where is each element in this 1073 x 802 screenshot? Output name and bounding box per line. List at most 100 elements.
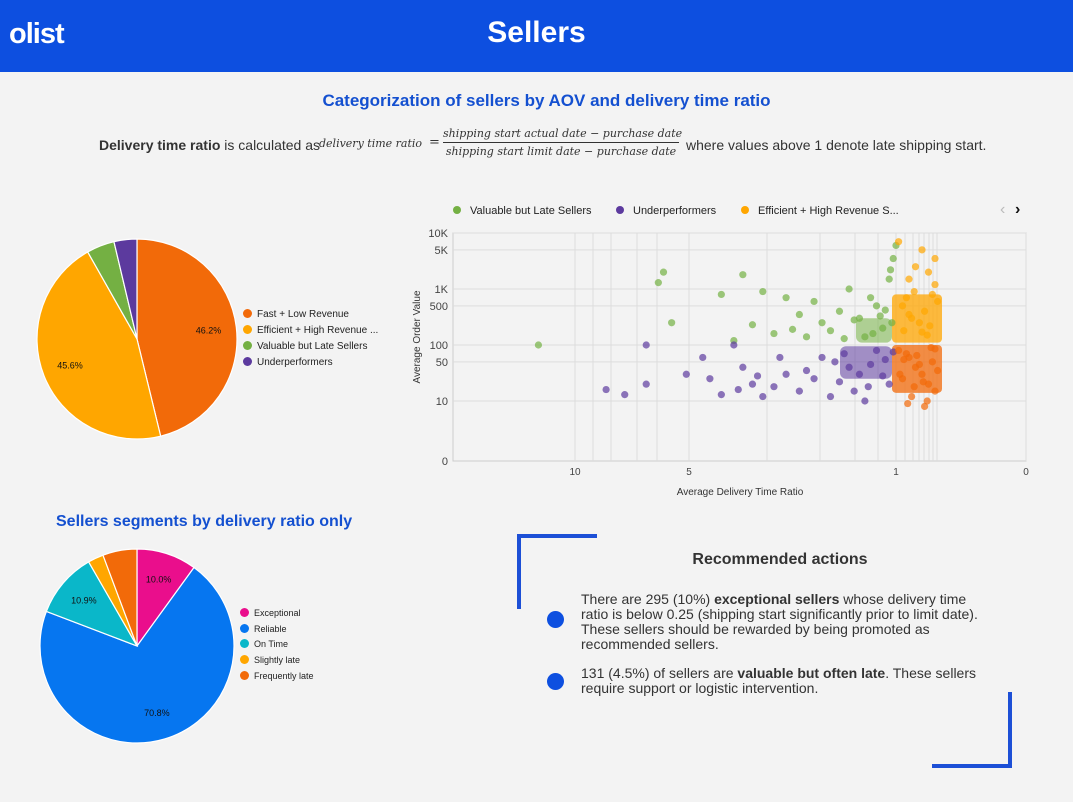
scatter-point[interactable]: [866, 360, 875, 369]
scatter-legend-valuable-late[interactable]: Valuable but Late Sellers: [453, 205, 592, 217]
legend-prev-arrow-icon[interactable]: ‹: [1000, 201, 1006, 218]
pie1-legend-underperformers[interactable]: Underperformers: [243, 357, 333, 368]
scatter-point[interactable]: [895, 238, 903, 246]
scatter-point[interactable]: [934, 366, 942, 375]
scatter-legend-efficient[interactable]: Efficient + High Revenue S...: [741, 205, 899, 217]
scatter-point[interactable]: [876, 312, 884, 320]
scatter-point[interactable]: [831, 358, 839, 366]
scatter-point[interactable]: [885, 275, 893, 283]
scatter-point[interactable]: [734, 385, 742, 394]
scatter-point[interactable]: [921, 402, 929, 411]
scatter-point[interactable]: [900, 355, 908, 364]
scatter-point[interactable]: [621, 391, 629, 399]
scatter-point[interactable]: [931, 387, 939, 395]
scatter-point[interactable]: [795, 310, 803, 319]
scatter-point[interactable]: [699, 353, 707, 362]
scatter-point[interactable]: [717, 391, 725, 399]
scatter-point[interactable]: [931, 345, 939, 353]
scatter-point[interactable]: [923, 397, 931, 405]
scatter-point[interactable]: [902, 294, 910, 302]
seller-category-pie-chart[interactable]: 46.2% 45.6%: [27, 229, 247, 449]
scatter-point[interactable]: [810, 375, 818, 383]
scatter-point[interactable]: [818, 353, 826, 362]
scatter-point[interactable]: [642, 341, 650, 349]
scatter-point[interactable]: [895, 346, 903, 355]
scatter-point[interactable]: [881, 306, 889, 314]
scatter-point[interactable]: [717, 290, 725, 299]
scatter-point[interactable]: [915, 360, 924, 369]
scatter-point[interactable]: [682, 370, 690, 378]
scatter-point[interactable]: [905, 275, 913, 283]
scatter-point[interactable]: [602, 385, 610, 394]
pie1-slice[interactable]: [36, 251, 162, 440]
scatter-point[interactable]: [918, 246, 926, 254]
scatter-point[interactable]: [866, 294, 875, 302]
scatter-point[interactable]: [642, 380, 650, 388]
scatter-point[interactable]: [904, 399, 912, 408]
pie2-slice[interactable]: [45, 561, 139, 648]
scatter-point[interactable]: [845, 363, 853, 371]
scatter-point[interactable]: [861, 397, 869, 405]
scatter-point[interactable]: [898, 302, 907, 310]
scatter-point[interactable]: [782, 294, 790, 302]
pie2-legend-frequently-late[interactable]: Frequently late: [240, 671, 314, 681]
pie1-legend-fast-low[interactable]: Fast + Low Revenue: [243, 309, 349, 320]
scatter-point[interactable]: [826, 392, 835, 401]
olist-logo[interactable]: olist: [9, 18, 65, 50]
scatter-point[interactable]: [896, 370, 904, 378]
scatter-point[interactable]: [872, 302, 881, 310]
scatter-point[interactable]: [869, 329, 877, 338]
scatter-point[interactable]: [900, 327, 908, 335]
scatter-point[interactable]: [924, 268, 933, 276]
pie2-legend-on-time[interactable]: On Time: [240, 639, 288, 649]
scatter-point[interactable]: [861, 333, 869, 341]
scatter-point[interactable]: [918, 370, 926, 378]
scatter-point[interactable]: [826, 327, 835, 335]
scatter-point[interactable]: [802, 366, 811, 375]
pie2-legend-reliable[interactable]: Reliable: [240, 624, 287, 634]
scatter-point[interactable]: [668, 319, 676, 327]
scatter-point[interactable]: [886, 266, 895, 274]
scatter-point[interactable]: [872, 346, 881, 355]
scatter-point[interactable]: [888, 319, 896, 327]
scatter-point[interactable]: [910, 287, 918, 296]
scatter-point[interactable]: [928, 290, 937, 299]
pie1-slice[interactable]: [113, 238, 138, 340]
scatter-point[interactable]: [730, 341, 738, 349]
scatter-point[interactable]: [921, 307, 929, 315]
scatter-point[interactable]: [795, 387, 803, 395]
scatter-point[interactable]: [759, 392, 767, 401]
scatter-point[interactable]: [753, 372, 762, 380]
scatter-point[interactable]: [850, 387, 858, 395]
scatter-point[interactable]: [864, 383, 872, 391]
scatter-point[interactable]: [850, 316, 858, 324]
scatter-point[interactable]: [776, 353, 784, 362]
pie1-legend-valuable-late[interactable]: Valuable but Late Sellers: [243, 341, 367, 352]
scatter-point[interactable]: [913, 351, 921, 360]
scatter-point[interactable]: [810, 297, 818, 306]
scatter-point[interactable]: [911, 263, 920, 271]
scatter-point[interactable]: [748, 380, 757, 388]
scatter-point[interactable]: [902, 350, 910, 358]
scatter-point[interactable]: [840, 335, 848, 343]
scatter-point[interactable]: [654, 279, 662, 287]
scatter-point[interactable]: [885, 380, 893, 388]
scatter-point[interactable]: [739, 271, 747, 279]
scatter-point[interactable]: [835, 307, 844, 315]
scatter-point[interactable]: [881, 355, 889, 364]
scatter-point[interactable]: [928, 358, 937, 366]
scatter-point[interactable]: [905, 310, 913, 319]
scatter-point[interactable]: [659, 268, 668, 276]
scatter-point[interactable]: [818, 319, 826, 327]
scatter-point[interactable]: [802, 333, 811, 341]
scatter-point[interactable]: [739, 363, 747, 371]
pie1-slice[interactable]: [136, 238, 238, 437]
scatter-point[interactable]: [706, 375, 714, 383]
scatter-point[interactable]: [931, 280, 939, 289]
scatter-point[interactable]: [879, 372, 887, 380]
scatter-point[interactable]: [748, 321, 757, 329]
scatter-point[interactable]: [910, 383, 918, 391]
scatter-point[interactable]: [840, 350, 848, 358]
scatter-point[interactable]: [889, 254, 897, 263]
